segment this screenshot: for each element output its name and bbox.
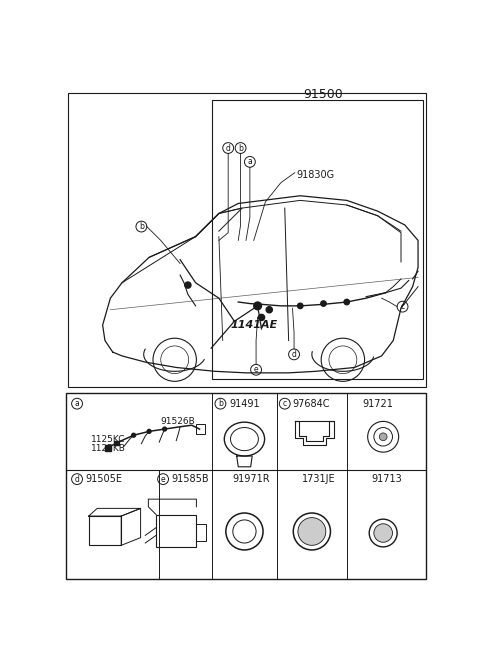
Bar: [66, 393, 426, 579]
Circle shape: [321, 301, 326, 306]
Text: c: c: [283, 399, 287, 408]
Text: c: c: [400, 302, 405, 311]
Bar: [196, 523, 206, 541]
Text: 97684C: 97684C: [292, 399, 330, 409]
Text: b: b: [139, 222, 144, 231]
Text: e: e: [254, 365, 258, 375]
Text: 91721: 91721: [362, 399, 393, 409]
Text: 91500: 91500: [304, 88, 343, 101]
Text: 91526B: 91526B: [161, 417, 195, 426]
Bar: [196, 424, 205, 434]
Circle shape: [254, 302, 262, 310]
Text: 91971R: 91971R: [232, 474, 270, 484]
Bar: [212, 100, 423, 379]
Text: 91491: 91491: [229, 399, 260, 409]
Circle shape: [163, 427, 167, 431]
Text: 91830G: 91830G: [296, 170, 335, 180]
Circle shape: [185, 282, 191, 288]
Text: b: b: [218, 399, 223, 408]
Text: d: d: [74, 475, 80, 483]
Text: 91713: 91713: [372, 474, 402, 484]
Circle shape: [298, 303, 303, 308]
Circle shape: [379, 433, 387, 441]
Text: e: e: [161, 475, 166, 483]
Bar: [156, 514, 196, 547]
Circle shape: [344, 299, 349, 305]
Text: 1141AE: 1141AE: [230, 320, 278, 330]
Text: d: d: [226, 144, 230, 153]
Circle shape: [266, 306, 272, 313]
Text: a: a: [248, 157, 252, 167]
Circle shape: [298, 518, 326, 545]
Circle shape: [132, 434, 135, 437]
Bar: [114, 441, 119, 445]
Circle shape: [258, 314, 264, 321]
Text: a: a: [75, 399, 79, 408]
Text: 1125KB: 1125KB: [91, 444, 126, 453]
Text: 1125KC: 1125KC: [91, 434, 125, 443]
Bar: [105, 445, 111, 451]
Text: 91505E: 91505E: [85, 474, 122, 484]
Bar: [68, 92, 426, 387]
Circle shape: [147, 430, 151, 434]
Text: 1731JE: 1731JE: [302, 474, 336, 484]
Text: 91585B: 91585B: [172, 474, 209, 484]
Text: d: d: [292, 350, 297, 359]
Text: b: b: [238, 144, 243, 153]
Bar: [89, 516, 121, 545]
Circle shape: [374, 523, 393, 543]
